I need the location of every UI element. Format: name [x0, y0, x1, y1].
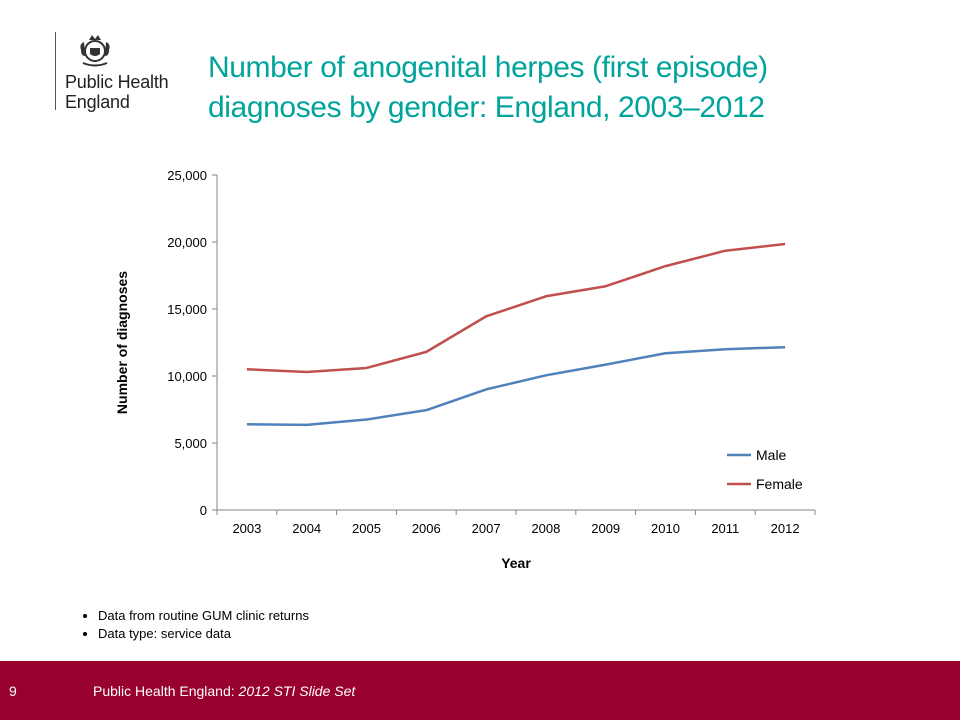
- x-tick-label: 2007: [472, 521, 501, 536]
- x-tick-label: 2005: [352, 521, 381, 536]
- line-chart: 0 5,000 10,000 15,000 20,000 25,000 2003 2004 20…: [114, 168, 816, 571]
- logo-wordmark: Public Health England: [65, 72, 169, 112]
- footnote-item: Data from routine GUM clinic returns: [98, 607, 309, 625]
- footer-text: Public Health England: 2012 STI Slide Se…: [93, 683, 355, 699]
- chart-series: [246, 242, 786, 427]
- x-tick-label: 2012: [771, 521, 800, 536]
- x-tick-label: 2008: [531, 521, 560, 536]
- y-axis-label: Number of diagnoses: [114, 271, 130, 414]
- series-line-male: [246, 345, 786, 427]
- series-line-female: [246, 242, 786, 374]
- page-number: 9: [9, 683, 17, 699]
- logo-line-1: Public Health: [65, 72, 169, 92]
- phe-logo: Public Health England: [55, 32, 195, 122]
- legend-label: Male: [756, 447, 787, 463]
- logo-divider: [55, 32, 56, 110]
- footnotes: Data from routine GUM clinic returns Dat…: [80, 607, 309, 643]
- x-tick-label: 2011: [711, 521, 739, 536]
- x-tick-label: 2006: [412, 521, 441, 536]
- royal-crest-icon: [80, 35, 110, 67]
- x-tick-label: 2004: [292, 521, 321, 536]
- chart-axes: [216, 175, 815, 511]
- y-tick-label: 10,000: [167, 369, 207, 384]
- legend-label: Female: [756, 476, 803, 492]
- x-tick-label: 2003: [232, 521, 261, 536]
- x-tick-label: 2010: [651, 521, 680, 536]
- chart-legend: Male Female: [727, 447, 803, 492]
- y-tick-label: 20,000: [167, 235, 207, 250]
- y-tick-label: 25,000: [167, 168, 207, 183]
- footer-bar: 9 Public Health England: 2012 STI Slide …: [0, 661, 960, 720]
- slide-title-line-1: Number of anogenital herpes (first episo…: [208, 51, 768, 84]
- slide-title-line-2: diagnoses by gender: England, 2003–2012: [208, 91, 765, 124]
- x-tick-label: 2009: [591, 521, 620, 536]
- axis-ticks: 0 5,000 10,000 15,000 20,000 25,000 2003 2004 20…: [167, 168, 816, 536]
- y-tick-label: 5,000: [174, 436, 207, 451]
- logo-line-2: England: [65, 92, 130, 112]
- y-tick-label: 0: [200, 503, 207, 518]
- y-tick-label: 15,000: [167, 302, 207, 317]
- footer-doc-title: 2012 STI Slide Set: [238, 683, 356, 699]
- slide-title: Number of anogenital herpes (first episo…: [208, 48, 908, 128]
- x-axis-label: Year: [501, 555, 531, 571]
- footer-org: Public Health England:: [93, 683, 239, 699]
- footnote-item: Data type: service data: [98, 625, 309, 643]
